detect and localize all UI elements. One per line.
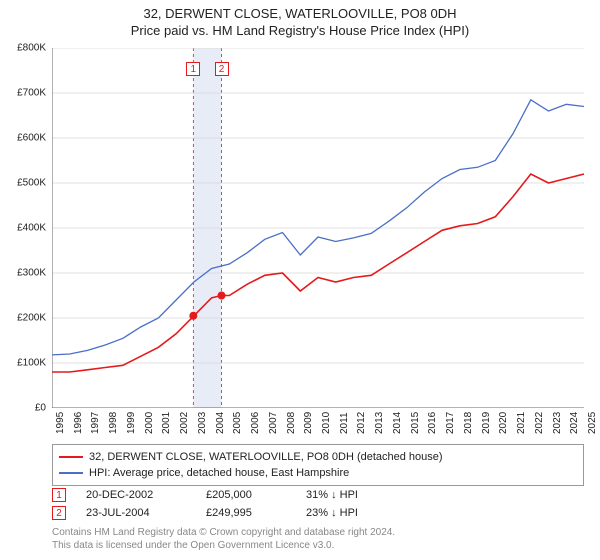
x-tick-label: 2002	[179, 412, 190, 434]
transaction-index-marker: 2	[52, 506, 66, 520]
x-tick-label: 2024	[569, 412, 580, 434]
legend-swatch	[59, 456, 83, 458]
x-tick-label: 2011	[339, 412, 350, 434]
y-tick-label: £600K	[17, 133, 46, 144]
y-tick-label: £0	[35, 403, 46, 414]
title-sub: Price paid vs. HM Land Registry's House …	[0, 23, 600, 38]
transaction-delta: 31% ↓ HPI	[306, 489, 406, 501]
y-tick-label: £500K	[17, 178, 46, 189]
transaction-marker: 2	[215, 62, 229, 76]
x-tick-label: 2018	[463, 412, 474, 434]
transaction-marker: 1	[186, 62, 200, 76]
x-tick-label: 2007	[268, 412, 279, 434]
transaction-delta: 23% ↓ HPI	[306, 507, 406, 519]
y-tick-label: £700K	[17, 88, 46, 99]
legend: 32, DERWENT CLOSE, WATERLOOVILLE, PO8 0D…	[52, 444, 584, 486]
x-tick-label: 2020	[498, 412, 509, 434]
x-tick-label: 2014	[392, 412, 403, 434]
x-tick-label: 2023	[552, 412, 563, 434]
x-tick-label: 2017	[445, 412, 456, 434]
x-tick-label: 2000	[144, 412, 155, 434]
y-tick-label: £300K	[17, 268, 46, 279]
transaction-date: 20-DEC-2002	[86, 489, 206, 501]
x-axis-labels: 1995 1996 1997 1998 1999 2000 2001 2002 2003 2004…	[52, 410, 584, 438]
x-tick-label: 2019	[481, 412, 492, 434]
legend-row: HPI: Average price, detached house, East…	[59, 465, 577, 481]
transaction-row: 1 20-DEC-2002£205,00031% ↓ HPI	[52, 486, 406, 504]
transaction-table: 1 20-DEC-2002£205,00031% ↓ HPI 2 23-JUL-200…	[52, 486, 406, 522]
transaction-row: 2 23-JUL-2004£249,99523% ↓ HPI	[52, 504, 406, 522]
legend-swatch	[59, 472, 83, 474]
x-tick-label: 2025	[587, 412, 598, 434]
x-tick-label: 1995	[55, 412, 66, 434]
title-main: 32, DERWENT CLOSE, WATERLOOVILLE, PO8 0D…	[0, 6, 600, 21]
x-tick-label: 2022	[534, 412, 545, 434]
x-tick-label: 2010	[321, 412, 332, 434]
x-tick-label: 2004	[215, 412, 226, 434]
footer-attribution: Contains HM Land Registry data © Crown c…	[52, 526, 395, 552]
x-tick-label: 2021	[516, 412, 527, 434]
legend-label: HPI: Average price, detached house, East…	[89, 467, 349, 479]
y-tick-label: £400K	[17, 223, 46, 234]
x-tick-label: 2003	[197, 412, 208, 434]
y-axis-labels: £0£100K£200K£300K£400K£500K£600K£700K£80…	[0, 48, 50, 408]
chart-plot-area: 12	[52, 48, 584, 408]
y-tick-label: £100K	[17, 358, 46, 369]
x-tick-label: 2013	[374, 412, 385, 434]
x-tick-label: 2015	[410, 412, 421, 434]
chart-container: 32, DERWENT CLOSE, WATERLOOVILLE, PO8 0D…	[0, 0, 600, 560]
x-tick-label: 1997	[90, 412, 101, 434]
x-tick-label: 2009	[303, 412, 314, 434]
transaction-price: £249,995	[206, 507, 306, 519]
x-tick-label: 2005	[232, 412, 243, 434]
transaction-price: £205,000	[206, 489, 306, 501]
x-tick-label: 2001	[161, 412, 172, 434]
transaction-date: 23-JUL-2004	[86, 507, 206, 519]
legend-label: 32, DERWENT CLOSE, WATERLOOVILLE, PO8 0D…	[89, 451, 443, 463]
title-block: 32, DERWENT CLOSE, WATERLOOVILLE, PO8 0D…	[0, 0, 600, 38]
transaction-index-marker: 1	[52, 488, 66, 502]
x-tick-label: 2006	[250, 412, 261, 434]
x-tick-label: 1998	[108, 412, 119, 434]
x-tick-label: 1999	[126, 412, 137, 434]
y-tick-label: £200K	[17, 313, 46, 324]
chart-svg	[52, 48, 584, 408]
footer-line-2: This data is licensed under the Open Gov…	[52, 539, 395, 552]
x-tick-label: 2012	[356, 412, 367, 434]
y-tick-label: £800K	[17, 43, 46, 54]
x-tick-label: 2016	[427, 412, 438, 434]
legend-row: 32, DERWENT CLOSE, WATERLOOVILLE, PO8 0D…	[59, 449, 577, 465]
x-tick-label: 1996	[73, 412, 84, 434]
x-tick-label: 2008	[286, 412, 297, 434]
footer-line-1: Contains HM Land Registry data © Crown c…	[52, 526, 395, 539]
